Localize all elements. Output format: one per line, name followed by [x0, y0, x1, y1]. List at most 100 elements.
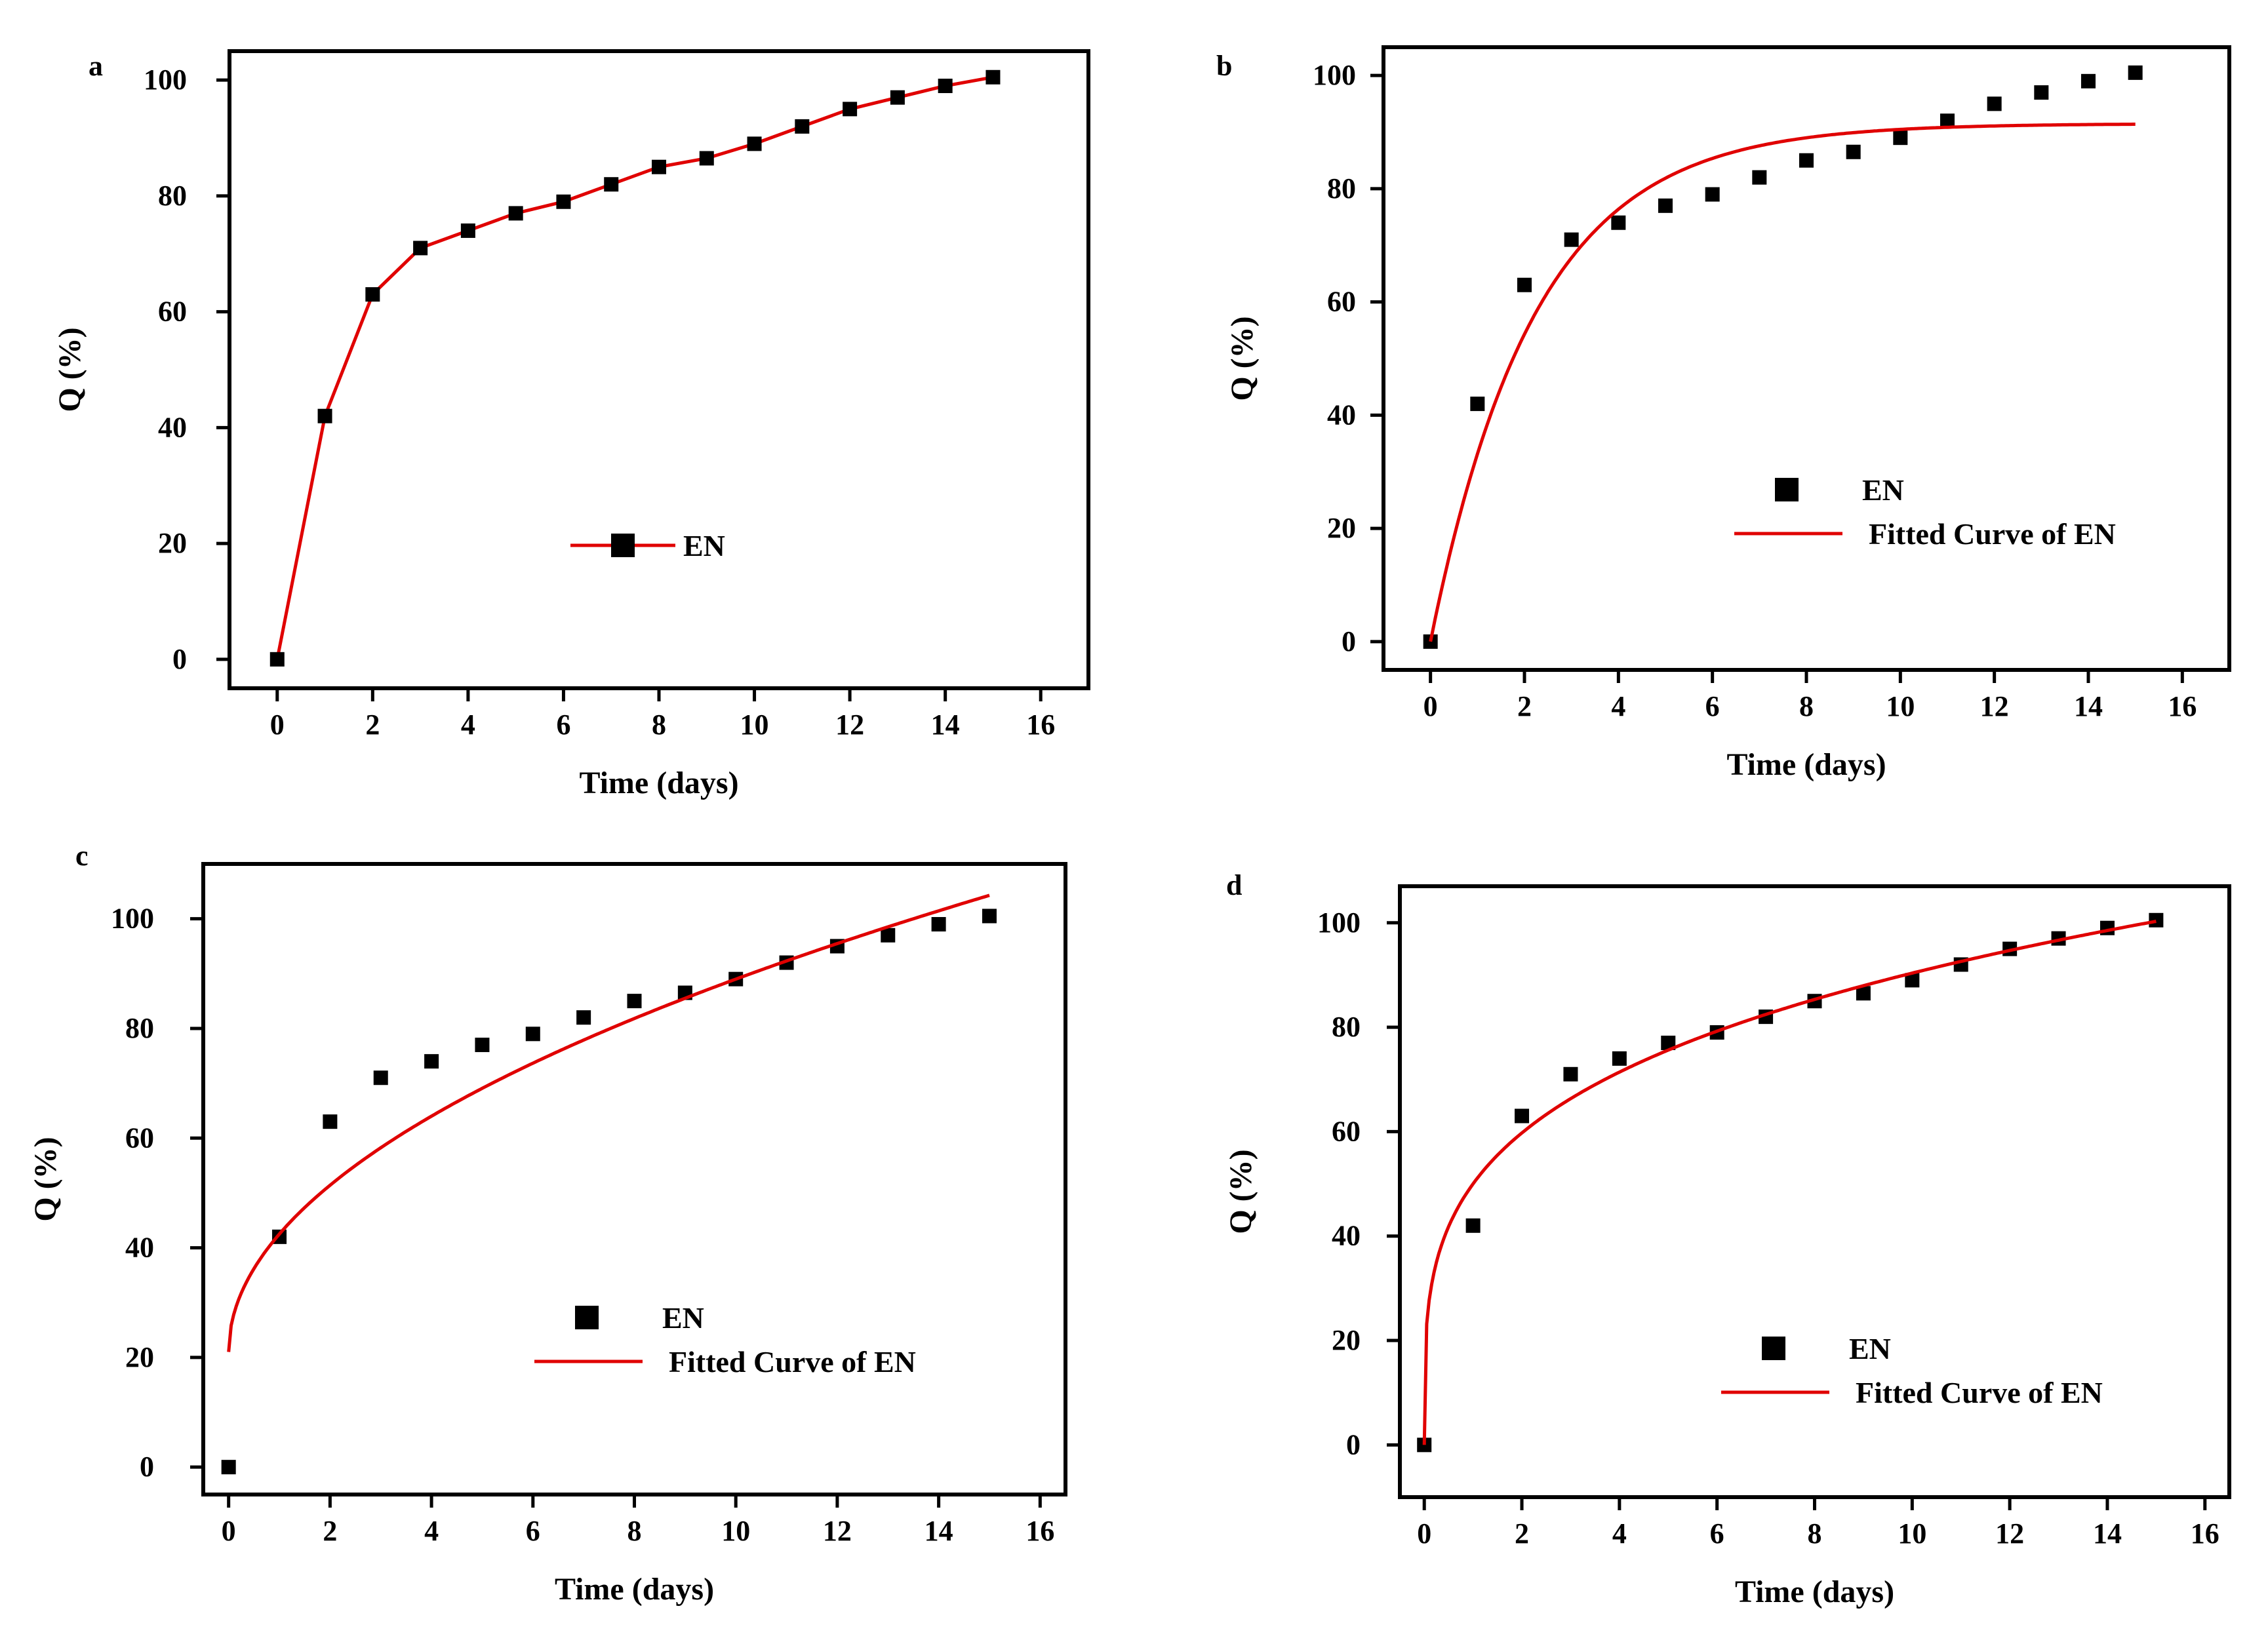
- data-point: [881, 928, 896, 943]
- y-tick-label: 20: [158, 527, 187, 559]
- x-tick-label: 6: [1705, 690, 1720, 722]
- x-axis-label: Time (days): [555, 1572, 714, 1607]
- data-point: [2081, 73, 2096, 88]
- data-point: [931, 917, 946, 932]
- x-tick-label: 0: [222, 1515, 236, 1547]
- panel-label: a: [89, 50, 103, 82]
- x-tick-label: 0: [270, 709, 285, 741]
- data-point: [413, 241, 428, 256]
- x-tick-label: 16: [1026, 709, 1055, 741]
- data-point: [1752, 170, 1767, 185]
- x-tick-label: 14: [931, 709, 960, 741]
- panel-c: c 0 2 4 6 8 10 12 14 16 0 20 40 60 80 100 Time (days) Q (…: [28, 840, 1067, 1607]
- y-tick-label: 20: [125, 1341, 154, 1373]
- x-tick-label: 10: [740, 709, 769, 741]
- data-point: [982, 909, 997, 924]
- y-axis-label: Q (%): [1225, 316, 1260, 401]
- data-point: [1856, 986, 1871, 1001]
- x-tick-label: 2: [365, 709, 380, 741]
- plot-frame: [201, 862, 1067, 1496]
- x-tick-label: 4: [1612, 1517, 1627, 1550]
- data-point: [221, 1460, 236, 1475]
- data-point: [373, 1070, 388, 1085]
- data-point: [843, 102, 858, 117]
- x-tick-label: 6: [526, 1515, 540, 1547]
- y-tick-label: 100: [1313, 59, 1356, 91]
- data-point: [1564, 232, 1579, 247]
- legend-label: Fitted Curve of EN: [1856, 1376, 2103, 1409]
- legend: EN: [570, 529, 725, 562]
- y-tick-label: 60: [158, 296, 187, 328]
- y-tick-label: 80: [158, 180, 187, 212]
- data-point: [1799, 153, 1814, 168]
- x-axis-label: Time (days): [579, 766, 738, 800]
- y-axis-label: Q (%): [28, 1137, 63, 1221]
- y-tick-label: 60: [1327, 286, 1356, 318]
- data-point: [2128, 65, 2143, 80]
- fitted-curve: [1422, 920, 2157, 1445]
- legend-marker-swatch: [1775, 478, 1799, 501]
- y-axis-label: Q (%): [52, 327, 87, 412]
- x-tick-label: 4: [461, 709, 475, 741]
- data-point: [1940, 113, 1955, 128]
- data-point: [1563, 1066, 1578, 1082]
- data-point: [475, 1038, 490, 1053]
- data-point: [1611, 215, 1626, 230]
- x-tick-label: 12: [1995, 1517, 2024, 1550]
- y-tick-label: 0: [172, 643, 187, 675]
- data-point: [2149, 912, 2164, 928]
- x-tick-label: 14: [2093, 1517, 2122, 1550]
- x-tick-label: 14: [925, 1515, 953, 1547]
- legend-label: EN: [662, 1301, 704, 1335]
- x-tick-label: 8: [1799, 690, 1814, 722]
- x-tick-label: 16: [1025, 1515, 1054, 1547]
- y-tick-label: 0: [1346, 1428, 1361, 1460]
- data-point: [1423, 634, 1438, 649]
- data-point: [1905, 973, 1920, 988]
- data-point: [525, 1026, 540, 1042]
- data-point: [576, 1010, 591, 1025]
- legend-marker-swatch: [1762, 1337, 1785, 1360]
- data-point: [1846, 144, 1861, 159]
- x-tick-label: 2: [1517, 690, 1532, 722]
- fitted-curve: [227, 893, 990, 1352]
- x-tick-label: 10: [721, 1515, 750, 1547]
- y-tick-label: 80: [125, 1012, 154, 1044]
- data-point: [460, 223, 475, 238]
- legend: EN Fitted Curve of EN: [1721, 1332, 2103, 1409]
- panel-label: d: [1226, 869, 1242, 901]
- x-tick-label: 8: [652, 709, 666, 741]
- y-tick-label: 100: [1317, 907, 1361, 939]
- data-point: [508, 206, 523, 221]
- x-tick-label: 8: [627, 1515, 642, 1547]
- data-point: [269, 652, 285, 667]
- x-tick-label: 10: [1898, 1517, 1926, 1550]
- data-point: [795, 119, 810, 134]
- legend-marker-swatch: [575, 1306, 599, 1329]
- y-tick-label: 60: [125, 1122, 154, 1154]
- y-tick-label: 40: [158, 411, 187, 443]
- y-tick-label: 100: [144, 64, 187, 96]
- data-point: [1893, 130, 1908, 146]
- y-tick-label: 40: [1332, 1220, 1361, 1252]
- data-point: [1612, 1051, 1627, 1066]
- data-point: [652, 159, 666, 174]
- data-point: [323, 1114, 338, 1129]
- plot-frame: [1382, 45, 2231, 672]
- data-point: [1987, 96, 2002, 111]
- legend: EN Fitted Curve of EN: [534, 1301, 916, 1378]
- legend: EN Fitted Curve of EN: [1734, 473, 2116, 551]
- x-tick-label: 4: [424, 1515, 439, 1547]
- y-tick-label: 80: [1332, 1011, 1361, 1043]
- y-tick-label: 0: [140, 1451, 154, 1483]
- panel-label: c: [75, 840, 89, 872]
- data-point: [424, 1054, 439, 1069]
- x-tick-label: 12: [835, 709, 864, 741]
- data-point: [1417, 1437, 1432, 1453]
- x-tick-label: 10: [1886, 690, 1915, 722]
- legend-label: EN: [683, 529, 725, 562]
- data-point: [747, 136, 762, 151]
- x-axis-label: Time (days): [1726, 747, 1886, 782]
- panel-b: b 0 2 4 6 8 10 12 14 16 0 20 40 60 80 100 Time (days) Q (…: [1216, 45, 2231, 782]
